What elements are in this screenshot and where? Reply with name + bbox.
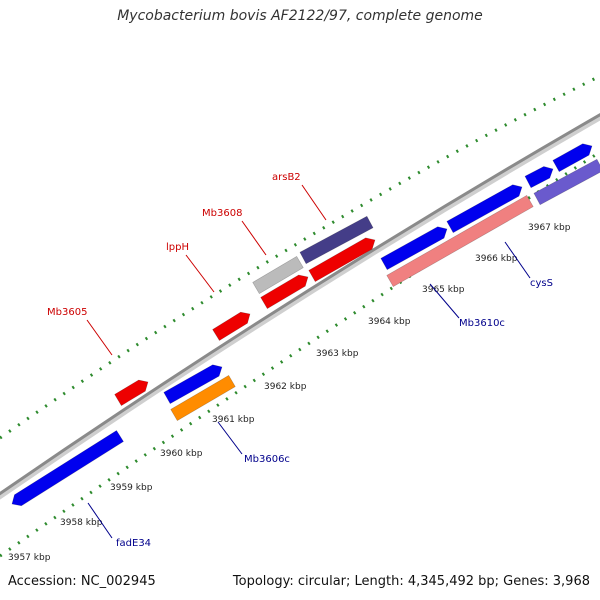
map-title: Mycobacterium bovis AF2122/97, complete … bbox=[117, 8, 483, 24]
tick-label-9: 3966 kbp bbox=[475, 254, 518, 264]
gene-label-arsb2: arsB2 bbox=[272, 172, 301, 183]
gene-block-gray bbox=[252, 255, 304, 295]
outer-dotted-track bbox=[0, 74, 600, 440]
label-leader-3 bbox=[301, 184, 327, 221]
gene-arrow-mb3608 bbox=[260, 274, 309, 310]
label-leader-4 bbox=[87, 502, 113, 539]
gene-arrow-mb3605 bbox=[114, 379, 149, 406]
label-leader-7 bbox=[504, 241, 531, 279]
gene-arrow-lpph bbox=[212, 311, 251, 341]
genome-summary-text: Topology: circular; Length: 4,345,492 bp… bbox=[232, 574, 590, 589]
gene-arrow-arsb2 bbox=[308, 237, 376, 283]
gene-label-mb3608: Mb3608 bbox=[202, 208, 242, 219]
tick-label-8: 3965 kbp bbox=[422, 285, 465, 295]
gene-label-mb3610c: Mb3610c bbox=[459, 318, 505, 329]
gene-arrow-blue-c bbox=[446, 184, 523, 234]
gene-arrow-fade34 bbox=[11, 430, 124, 507]
gene-label-mb3605: Mb3605 bbox=[47, 307, 87, 318]
label-leader-0 bbox=[86, 319, 113, 356]
gene-arrow-blue-d bbox=[524, 166, 554, 189]
label-leader-6 bbox=[429, 283, 460, 319]
label-leader-5 bbox=[217, 421, 243, 455]
genome-backbone bbox=[0, 113, 600, 500]
gene-block-mb3610c bbox=[386, 194, 534, 288]
inner-dotted-track bbox=[0, 150, 600, 558]
tick-label-4: 3961 kbp bbox=[212, 415, 255, 425]
gene-features bbox=[11, 143, 600, 507]
backbone-line bbox=[0, 113, 600, 496]
dotted-tracks bbox=[0, 74, 600, 558]
gene-block-cyss bbox=[533, 158, 600, 206]
tick-label-7: 3964 kbp bbox=[368, 317, 411, 327]
gene-label-mb3606c: Mb3606c bbox=[244, 454, 290, 465]
gene-arrow-blue-e bbox=[552, 143, 593, 173]
gene-label-lpph: lppH bbox=[166, 242, 189, 253]
tick-label-5: 3962 kbp bbox=[264, 382, 307, 392]
label-leader-2 bbox=[241, 220, 267, 256]
gene-label-cyss: cysS bbox=[530, 278, 553, 289]
tick-label-0: 3957 kbp bbox=[8, 553, 51, 563]
gene-label-fade34: fadE34 bbox=[116, 538, 151, 549]
accession-text: Accession: NC_002945 bbox=[8, 574, 156, 589]
tick-label-3: 3960 kbp bbox=[160, 449, 203, 459]
tick-label-6: 3963 kbp bbox=[316, 349, 359, 359]
label-leader-1 bbox=[185, 254, 215, 293]
gene-block-mb3606c bbox=[170, 374, 236, 422]
backbone-shadow bbox=[0, 114, 600, 500]
gene-arrow-blue-a bbox=[163, 364, 223, 405]
gene-block-arsb2-region bbox=[299, 215, 374, 265]
tick-label-2: 3959 kbp bbox=[110, 483, 153, 493]
gene-labels: Mb3605 lppH Mb3608 arsB2 fadE34 Mb3606c Mb3610… bbox=[47, 172, 553, 549]
tick-label-1: 3958 kbp bbox=[60, 518, 103, 528]
gene-arrow-blue-b bbox=[380, 226, 448, 271]
kbp-ticks: 3957 kbp 3958 kbp 3959 kbp 3960 kbp 3961 kbp… bbox=[8, 223, 571, 563]
tick-label-10: 3967 kbp bbox=[528, 223, 571, 233]
